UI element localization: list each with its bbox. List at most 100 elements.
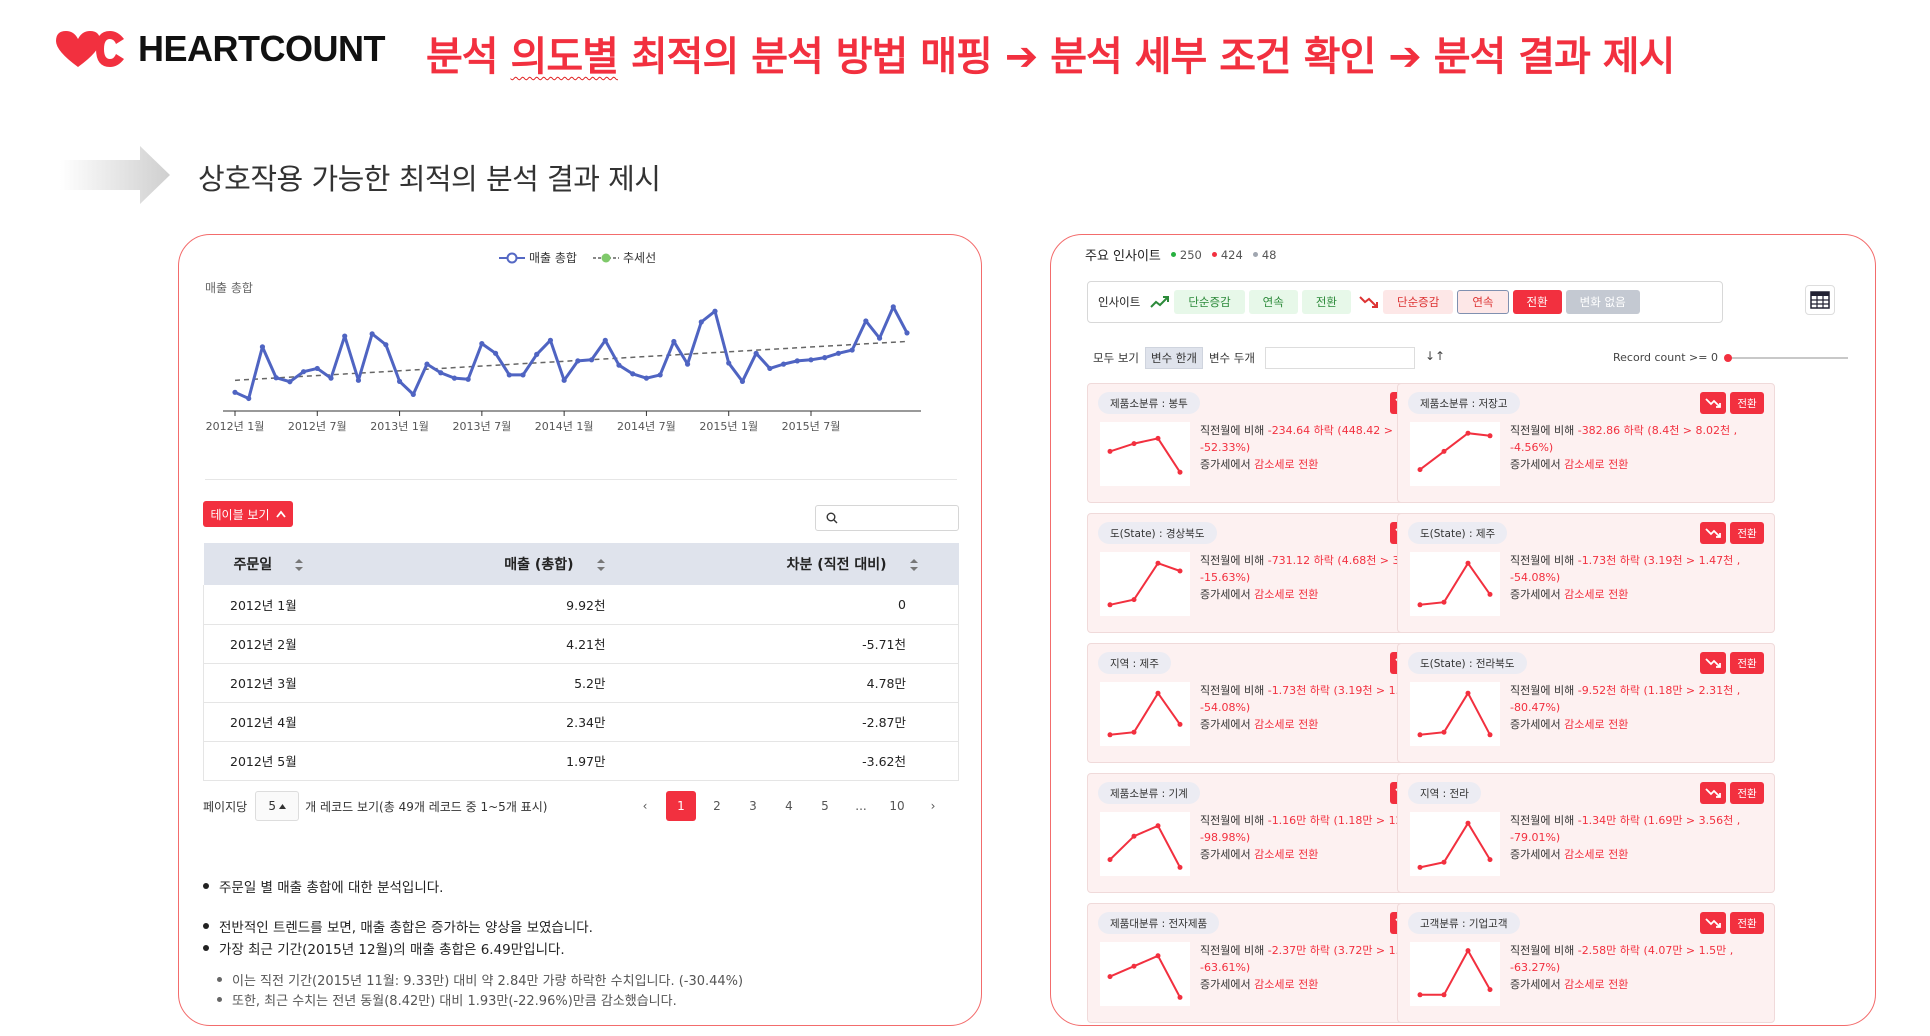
x-tick-label: 2013년 7월 [452, 420, 511, 433]
sales-data-point [794, 358, 800, 364]
table-row[interactable]: 2012년 3월 5.2만 4.78만 [203, 663, 959, 703]
page-button-10[interactable]: 10 [889, 799, 905, 813]
filter-no-change[interactable]: 변화 없음 [1565, 290, 1640, 314]
trend-down-icon [1700, 652, 1726, 674]
mini-point [1417, 732, 1423, 738]
insight-variable-tag: 지역 : 전라 [1408, 782, 1481, 804]
slider-handle[interactable] [1723, 353, 1732, 362]
sales-data-point [588, 357, 595, 363]
tab-two-variables[interactable]: 변수 두개 [1208, 351, 1255, 365]
legend-series[interactable]: 매출 총합 [499, 249, 577, 266]
mini-point [1107, 448, 1113, 454]
filter-down-simple[interactable]: 단순증감 [1383, 290, 1454, 314]
sort-toggle-button[interactable]: ↓↑ [1425, 349, 1446, 363]
sales-data-point [822, 355, 828, 361]
search-icon [826, 512, 838, 524]
sales-line-chart[interactable]: 2012년 1월 2012년 7월 2013년 1월 2013년 7월 2014년 1월… [179, 265, 979, 435]
filter-down-reversal[interactable]: 전환 [1512, 290, 1562, 314]
insight-mini-chart [1100, 812, 1190, 876]
filter-down-continuous[interactable]: 연속 [1457, 290, 1509, 314]
prev-page-button[interactable]: ‹ [642, 799, 648, 813]
sales-data-point [383, 342, 389, 348]
legend-trend-label: 추세선 [622, 251, 657, 265]
record-count-slider[interactable] [1723, 353, 1848, 362]
filter-up-reversal[interactable]: 전환 [1301, 290, 1351, 314]
sales-data-point [232, 389, 238, 395]
insight-card[interactable]: 제품소분류 : 저장고 전환 직전월에 비해 -382.86 하락 (8.4천 > … [1397, 383, 1775, 503]
reversal-badge: 전환 [1730, 912, 1764, 934]
record-count-label: Record count >= 0 [1613, 351, 1718, 364]
table-row[interactable]: 2012년 4월 2.34만 -2.87만 [203, 702, 959, 742]
reversal-badge: 전환 [1730, 392, 1764, 414]
insight-card[interactable]: 도(State) : 제주 전환 직전월에 비해 -1.73천 하락 (3.19천 … [1397, 513, 1775, 633]
green-dot-icon [1170, 252, 1176, 257]
sales-data-point [863, 318, 869, 324]
page-button-5[interactable]: 5 [821, 799, 829, 813]
insight-mini-chart [1100, 552, 1190, 616]
sales-data-point [767, 365, 773, 372]
trend-line [234, 340, 908, 382]
pagination-bar: 페이지당 5 개 레코드 보기(총 49개 레코드 중 1~5개 표시) ‹ 1… [203, 791, 959, 821]
sales-data-point [698, 319, 704, 325]
table-row[interactable]: 2012년 2월 4.21천 -5.71천 [203, 624, 959, 664]
trend-up-icon [1150, 296, 1170, 308]
mini-point [1177, 469, 1183, 475]
sales-data-point [342, 333, 348, 339]
table-toggle-button[interactable]: 테이블 보기 [203, 501, 293, 527]
column-header-sales[interactable]: 매출 (총합) [373, 543, 614, 585]
mini-line [1419, 821, 1491, 869]
insight-card[interactable]: 도(State) : 전라북도 전환 직전월에 비해 -9.52천 하락 (1.18… [1397, 643, 1775, 763]
mini-point [1441, 992, 1447, 998]
column-header-date[interactable]: 주문일 [203, 543, 374, 585]
page-button-3[interactable]: 3 [749, 799, 757, 813]
insight-card[interactable]: 지역 : 전라 전환 직전월에 비해 -1.34만 하락 (1.69만 > 3.56… [1397, 773, 1775, 893]
table-row[interactable]: 2012년 5월 1.97만 -3.62천 [203, 741, 959, 781]
headline: 분석 의도별 최적의 분석 방법 매핑 ➔ 분석 세부 조건 확인 ➔ 분석 결… [426, 24, 1675, 82]
variable-search-input[interactable] [1265, 347, 1415, 369]
next-page-button[interactable]: › [930, 799, 936, 813]
headline-prefix: 분석 [426, 34, 511, 80]
mini-point [1487, 857, 1493, 863]
cell-diff: 0 [613, 585, 959, 625]
table-search-input[interactable] [815, 505, 959, 531]
insight-card[interactable]: 고객분류 : 기업고객 전환 직전월에 비해 -2.58만 하락 (4.07만 > … [1397, 903, 1775, 1023]
insight-mini-chart [1410, 682, 1500, 746]
sales-series-line [234, 305, 909, 400]
page-button-4[interactable]: 4 [785, 799, 793, 813]
insight-variable-tag: 제품소분류 : 기계 [1098, 782, 1200, 804]
mini-point [1131, 441, 1137, 447]
sales-data-point [876, 335, 883, 341]
record-count-filter: Record count >= 0 [1613, 351, 1848, 364]
sales-data-point [849, 347, 855, 353]
legend-trend-marker-icon [592, 253, 619, 262]
sales-data-point [287, 379, 293, 385]
insight-mini-chart [1100, 942, 1190, 1006]
cell-date: 2012년 3월 [203, 663, 374, 703]
legend-trend[interactable]: 추세선 [592, 249, 657, 266]
view-tabs: 모두 보기 변수 한개 변수 두개 [1087, 347, 1261, 369]
sales-data-point [753, 350, 759, 356]
insight-variable-tag: 고객분류 : 기업고객 [1408, 912, 1520, 934]
table-view-button[interactable] [1805, 285, 1835, 315]
insight-mini-chart [1100, 682, 1190, 746]
mini-point [1417, 467, 1423, 473]
table-row[interactable]: 2012년 1월 9.92천 0 [203, 585, 959, 625]
page-button-2[interactable]: 2 [713, 799, 721, 813]
tab-single-variable[interactable]: 변수 한개 [1144, 347, 1203, 369]
reversal-badge: 전환 [1730, 522, 1764, 544]
tab-all[interactable]: 모두 보기 [1093, 351, 1139, 365]
filter-up-continuous[interactable]: 연속 [1248, 290, 1298, 314]
page-links: ‹ 1 2 3 4 5 ... 10 › [627, 791, 951, 821]
count-decrease: 424 [1211, 248, 1243, 262]
mini-line [1420, 948, 1491, 996]
page-button-1[interactable]: 1 [666, 791, 696, 821]
column-header-diff[interactable]: 차분 (직전 대비) [613, 543, 959, 585]
insight-mini-chart [1410, 812, 1500, 876]
cell-date: 2012년 5월 [203, 741, 374, 781]
insight-variable-tag: 지역 : 제주 [1098, 652, 1171, 674]
page-size-select[interactable]: 5 [255, 791, 300, 821]
table-icon [1810, 291, 1830, 309]
x-tick-label: 2015년 1월 [699, 420, 758, 433]
heart-logo-icon [56, 31, 124, 67]
filter-up-simple[interactable]: 단순증감 [1174, 290, 1245, 314]
